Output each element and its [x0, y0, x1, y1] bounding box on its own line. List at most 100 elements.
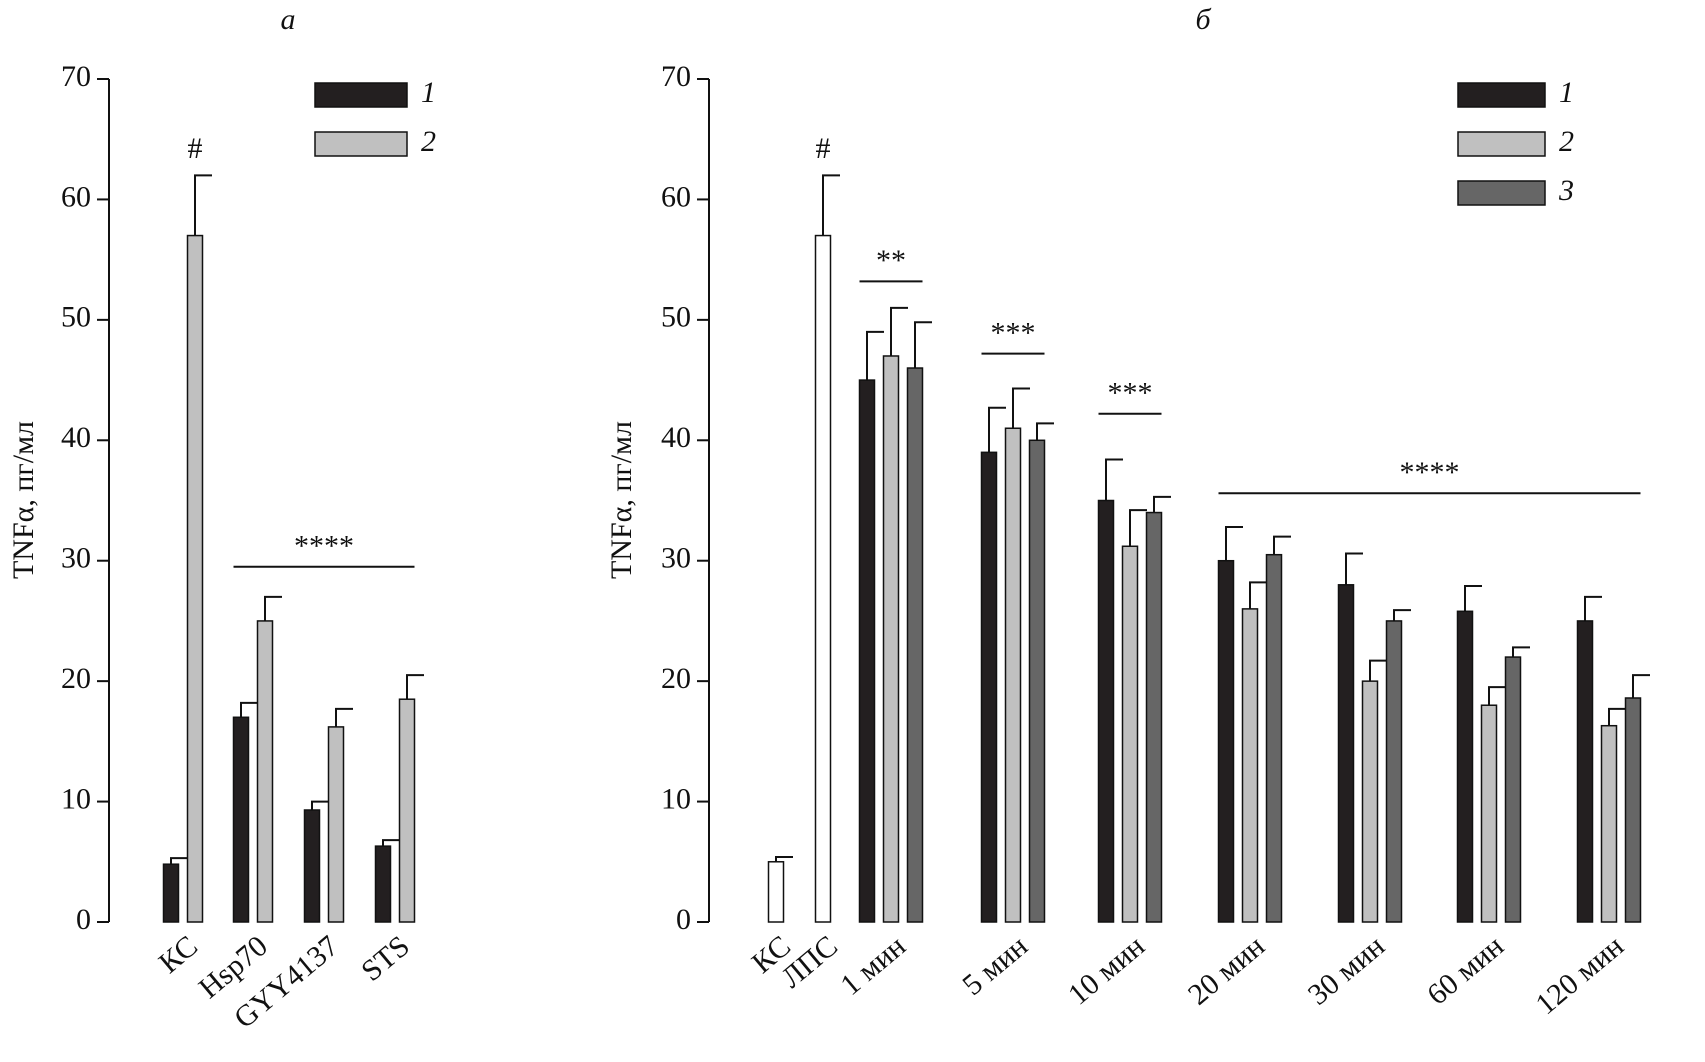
bar	[232, 716, 250, 923]
bar	[1241, 608, 1259, 923]
bar	[906, 367, 924, 923]
y-tick-label: 30	[661, 542, 691, 575]
significance-label: ***	[991, 316, 1036, 349]
legend-label: 1	[1559, 76, 1574, 109]
bar	[1361, 680, 1379, 923]
bar	[980, 451, 998, 923]
y-tick-label: 50	[661, 301, 691, 334]
bar	[1504, 656, 1522, 923]
legend-swatch	[1457, 180, 1546, 206]
y-tick-label: 10	[661, 782, 691, 815]
annotation: #	[188, 132, 203, 165]
bar	[398, 698, 416, 923]
legend-swatch	[1457, 131, 1546, 157]
y-tick-label: 60	[661, 180, 691, 213]
x-tick-label: 20 мин	[1182, 929, 1271, 1011]
legend-label: 2	[1559, 125, 1574, 158]
error-bar	[1512, 646, 1530, 658]
significance-label: **	[876, 244, 906, 277]
bar	[1385, 620, 1403, 923]
error-bar	[1345, 552, 1363, 585]
bar	[1097, 499, 1115, 923]
y-tick-label: 40	[661, 421, 691, 454]
x-tick-label: ЛПС	[775, 929, 844, 994]
x-tick-label: КС	[153, 929, 204, 980]
panel-title: б	[1195, 3, 1211, 36]
error-bar	[1584, 595, 1602, 621]
legend-label: 1	[421, 76, 436, 109]
annotation: #	[816, 132, 831, 165]
x-tick-label: 5 мин	[956, 929, 1034, 1002]
bar	[1145, 511, 1163, 923]
error-bar	[194, 174, 212, 236]
x-tick-label: 10 мин	[1062, 929, 1151, 1011]
y-axis-label: TNFα, пг/мл	[605, 421, 638, 579]
error-bar	[914, 321, 932, 369]
x-tick-label: 1 мин	[834, 929, 912, 1002]
bar	[162, 863, 180, 923]
y-tick-label: 70	[661, 60, 691, 93]
bar	[1004, 427, 1022, 923]
bar	[256, 620, 274, 923]
significance-label: ****	[294, 530, 354, 563]
panel-title: а	[281, 3, 296, 36]
x-tick-label: STS	[355, 929, 416, 988]
error-bar	[240, 701, 258, 718]
legend-swatch	[314, 131, 408, 157]
y-axis-label: TNFα, пг/мл	[7, 421, 40, 579]
error-bar	[988, 406, 1006, 453]
y-tick-label: 40	[61, 421, 91, 454]
bar	[1600, 724, 1618, 923]
error-bar	[1608, 707, 1626, 726]
y-tick-label: 50	[61, 301, 91, 334]
error-bar	[775, 855, 793, 862]
bar	[1121, 545, 1139, 923]
error-bar	[311, 800, 329, 811]
bar	[303, 809, 321, 923]
bar	[1456, 610, 1474, 923]
legend-label: 2	[421, 125, 436, 158]
error-bar	[1632, 674, 1650, 699]
error-bar	[822, 174, 840, 236]
bar	[858, 379, 876, 923]
significance-label: ***	[1108, 377, 1153, 410]
y-tick-label: 70	[61, 60, 91, 93]
error-bar	[1393, 609, 1411, 621]
error-bar	[1153, 495, 1171, 513]
y-tick-label: 60	[61, 180, 91, 213]
legend-label: 3	[1558, 174, 1574, 207]
significance-label: ****	[1400, 456, 1460, 489]
error-bar	[890, 306, 908, 356]
error-bar	[1464, 585, 1482, 612]
y-tick-label: 0	[76, 903, 91, 936]
y-tick-label: 20	[661, 662, 691, 695]
y-tick-label: 30	[61, 542, 91, 575]
error-bar	[866, 330, 884, 381]
bar	[1576, 620, 1594, 923]
y-tick-label: 20	[61, 662, 91, 695]
error-bar	[382, 839, 400, 847]
error-bar	[406, 674, 424, 700]
error-bar	[1129, 509, 1147, 547]
bar	[1337, 584, 1355, 923]
bar	[186, 234, 204, 923]
error-bar	[1225, 525, 1243, 561]
bar	[1028, 439, 1046, 923]
error-bar	[1273, 535, 1291, 555]
error-bar	[1369, 659, 1387, 682]
y-tick-label: 0	[676, 903, 691, 936]
error-bar	[335, 707, 353, 727]
bar	[814, 234, 832, 923]
bar	[1624, 697, 1642, 923]
error-bar	[1249, 581, 1267, 609]
error-bar	[1105, 458, 1123, 501]
error-bar	[1036, 422, 1054, 441]
legend-swatch	[314, 82, 408, 108]
bar	[1480, 704, 1498, 923]
error-bar	[1488, 686, 1506, 706]
bar	[1265, 553, 1283, 923]
